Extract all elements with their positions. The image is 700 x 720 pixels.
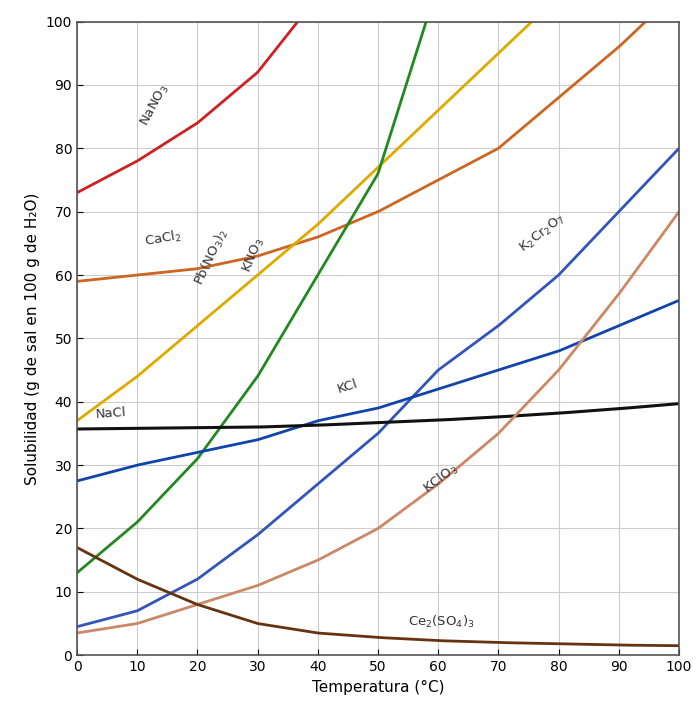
Text: KCl: KCl — [336, 377, 360, 395]
Text: NaCl: NaCl — [95, 405, 127, 420]
Text: NaNO$_3$: NaNO$_3$ — [137, 82, 172, 130]
Text: CaCl$_2$: CaCl$_2$ — [144, 228, 183, 250]
Text: Pb(NO$_3$)$_2$: Pb(NO$_3$)$_2$ — [191, 226, 232, 288]
Text: K$_2$Cr$_2$O$_7$: K$_2$Cr$_2$O$_7$ — [517, 211, 568, 256]
X-axis label: Temperatura (°C): Temperatura (°C) — [312, 680, 444, 695]
Text: Ce$_2$(SO$_4$)$_3$: Ce$_2$(SO$_4$)$_3$ — [408, 613, 475, 630]
Text: KClO$_3$: KClO$_3$ — [420, 460, 461, 497]
Y-axis label: Solubilidad (g de sal en 100 g de H₂O): Solubilidad (g de sal en 100 g de H₂O) — [25, 192, 40, 485]
Text: KNO$_3$: KNO$_3$ — [239, 235, 267, 275]
